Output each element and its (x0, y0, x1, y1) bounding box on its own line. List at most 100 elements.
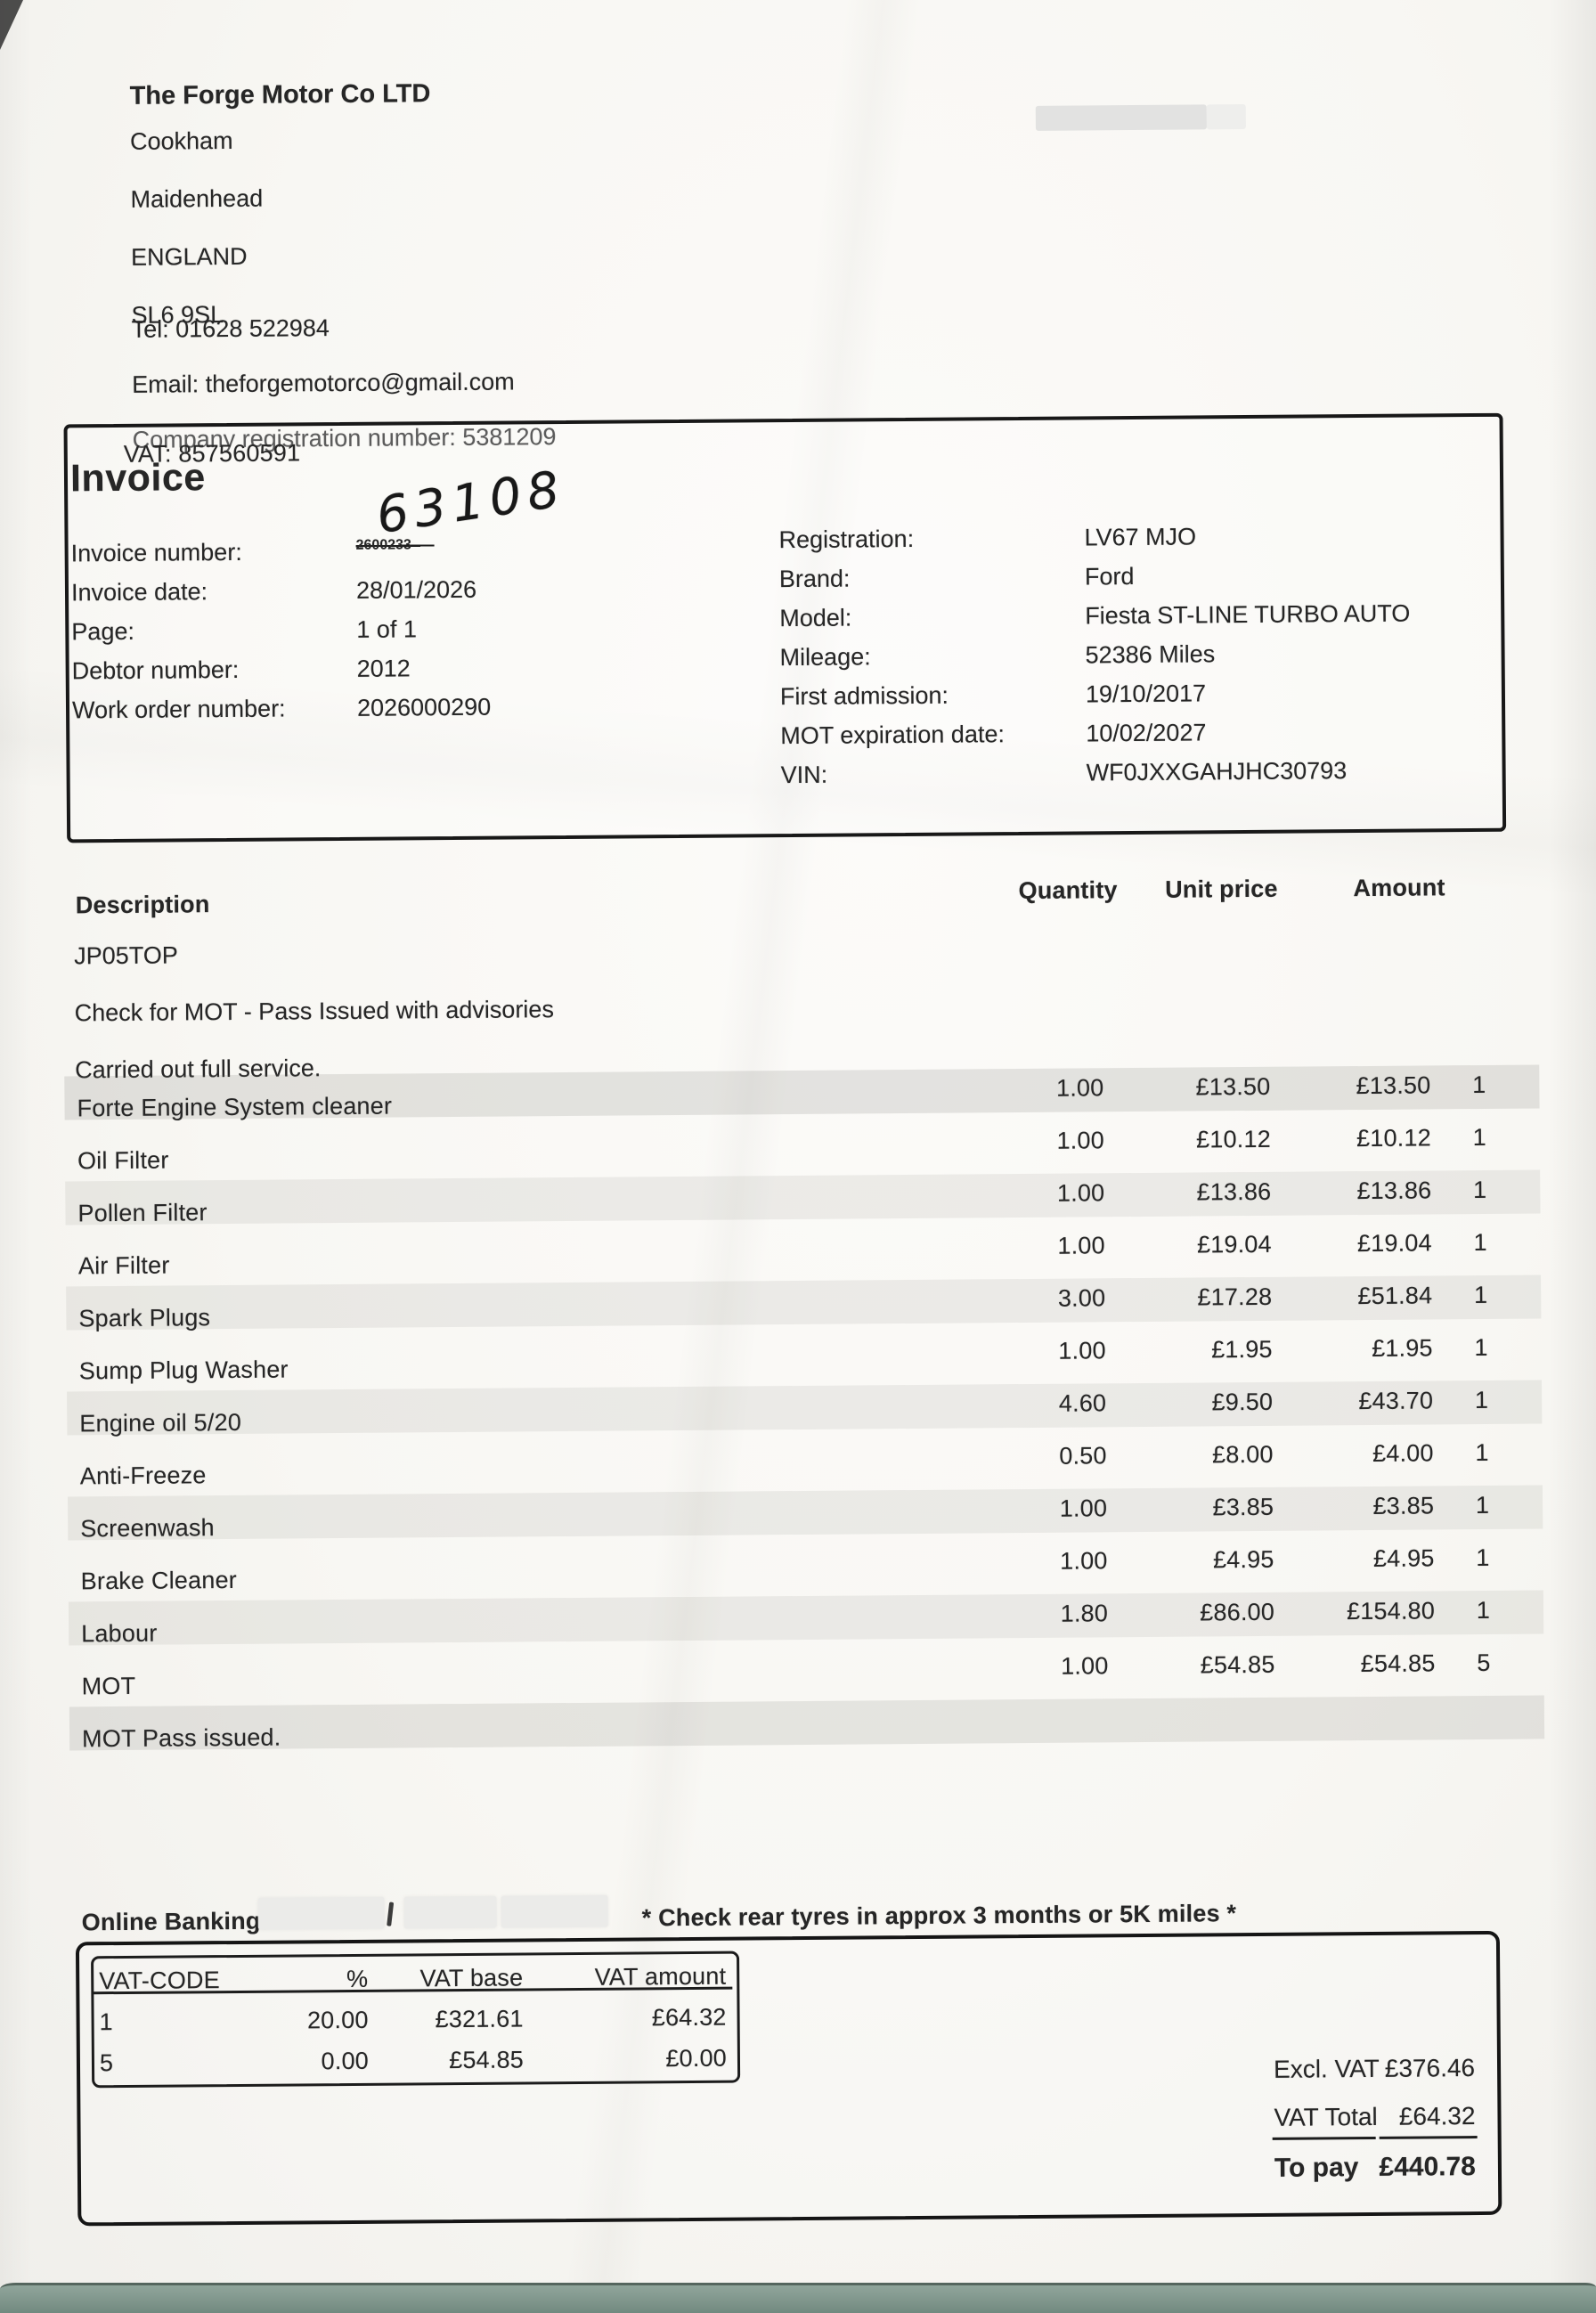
item-unit-price: £4.95 (1212, 1545, 1274, 1574)
invoice-number-label: Invoice number: (70, 538, 242, 567)
item-vat-code: 1 (1472, 1123, 1486, 1152)
scan-ink-artifact (387, 1902, 395, 1926)
vat-code-value: 5 (99, 2049, 114, 2077)
item-description: Oil Filter (77, 1146, 169, 1175)
vehicle-field-row: Brand: Ford (779, 560, 1474, 605)
company-name: The Forge Motor Co LTD (129, 79, 431, 110)
vat-percent-value: 0.00 (321, 2047, 370, 2075)
column-header-amount: Amount (1353, 874, 1445, 902)
vehicle-field-value: Fiesta ST-LINE TURBO AUTO (1085, 599, 1411, 630)
excl-vat-value: £376.46 (1384, 2054, 1476, 2082)
column-header-unit-price: Unit price (1165, 875, 1278, 903)
item-amount: £154.80 (1346, 1597, 1436, 1625)
item-vat-code: 5 (1477, 1649, 1491, 1677)
invoice-field-label: Debtor number: (71, 656, 240, 685)
redacted-account-details (403, 1895, 497, 1929)
online-banking-label: Online Banking: (81, 1907, 269, 1936)
item-amount: £13.86 (1356, 1177, 1432, 1205)
item-amount: £4.00 (1372, 1439, 1434, 1467)
item-vat-code: 1 (1476, 1543, 1490, 1572)
item-unit-price: £10.12 (1195, 1125, 1271, 1153)
item-description: Labour (81, 1619, 158, 1648)
desk-edge (0, 2283, 1596, 2313)
item-unit-price (1111, 1703, 1275, 1704)
item-vat-code: 1 (1475, 1491, 1490, 1519)
vehicle-field-label: Registration: (778, 525, 915, 554)
item-description: Engine oil 5/20 (79, 1408, 242, 1437)
invoice-field-row: Page: 1 of 1 (71, 614, 641, 657)
invoice-number-row: Invoice number: 2600233 (71, 536, 623, 580)
item-quantity: 1.00 (1059, 1494, 1108, 1522)
item-amount: £51.84 (1357, 1282, 1433, 1310)
vat-table-rows: 1 20.00 £321.61 £64.32 5 0.00 £54.85 £0.… (91, 1999, 735, 2087)
vehicle-field-value: 52386 Miles (1085, 640, 1216, 669)
item-vat-code: 1 (1474, 1333, 1488, 1362)
items-table: Forte Engine System cleaner 1.00 £13.50 … (66, 1069, 1532, 1763)
item-unit-price: £1.95 (1211, 1335, 1273, 1364)
item-description: MOT Pass issued. (81, 1723, 281, 1753)
item-amount (1275, 1701, 1436, 1702)
item-unit-price: £3.85 (1212, 1493, 1274, 1521)
vat-total-value: £64.32 (1398, 2102, 1476, 2130)
item-quantity: 1.00 (1058, 1337, 1106, 1364)
work-note-line: JP05TOP (74, 941, 178, 970)
company-address-line: Maidenhead (130, 184, 264, 213)
page-title: Invoice (69, 456, 206, 501)
item-quantity: 1.00 (1056, 1179, 1105, 1207)
invoice-fields: Invoice date: 28/01/2026 Page: 1 of 1 De… (71, 574, 642, 736)
vehicle-field-label: First admission: (779, 681, 949, 711)
item-quantity: 1.00 (1061, 1652, 1109, 1680)
vat-table-row: 5 0.00 £54.85 £0.00 (92, 2040, 735, 2087)
vehicle-fields: Registration: LV67 MJO Brand: Ford Model… (778, 521, 1475, 801)
vehicle-field-label: Brand: (778, 565, 851, 593)
item-description: Forte Engine System cleaner (77, 1092, 393, 1122)
item-unit-price: £9.50 (1211, 1388, 1274, 1416)
item-vat-code: 1 (1472, 1176, 1487, 1204)
company-address-line: Cookham (129, 126, 233, 155)
vehicle-field-value: 19/10/2017 (1085, 680, 1207, 708)
column-header-quantity: Quantity (1018, 876, 1118, 905)
item-description: Anti-Freeze (79, 1462, 207, 1490)
vat-table-row: 1 20.00 £321.61 £64.32 (91, 1999, 734, 2046)
item-quantity: 3.00 (1057, 1284, 1106, 1312)
invoice-field-value: 2012 (356, 655, 411, 682)
vehicle-field-label: MOT expiration date: (780, 721, 1006, 750)
item-amount: £54.85 (1360, 1649, 1436, 1678)
invoice-field-row: Invoice date: 28/01/2026 (71, 574, 641, 618)
vehicle-field-row: First admission: 19/10/2017 (780, 678, 1475, 722)
redacted-bar (1206, 104, 1246, 130)
item-description: Spark Plugs (78, 1304, 211, 1332)
item-quantity: 1.80 (1060, 1600, 1109, 1627)
invoice-field-label: Invoice date: (70, 578, 208, 607)
item-quantity: 1.00 (1057, 1232, 1105, 1259)
vat-percent-value: 20.00 (306, 2006, 369, 2034)
vat-base-value: £321.61 (435, 2005, 524, 2033)
item-amount: £1.95 (1372, 1334, 1433, 1362)
item-unit-price: £8.00 (1211, 1440, 1274, 1469)
item-unit-price: £19.04 (1196, 1230, 1272, 1258)
redacted-account-details (257, 1896, 385, 1930)
vat-code-value: 1 (99, 2008, 113, 2036)
item-quantity: 1.00 (1055, 1074, 1104, 1102)
vat-base-value: £54.85 (449, 2046, 525, 2074)
vat-amount-value: £64.32 (651, 2003, 727, 2032)
redacted-account-details (501, 1894, 608, 1928)
vehicle-field-value: Ford (1084, 563, 1135, 590)
item-unit-price: £17.28 (1197, 1283, 1273, 1311)
item-amount: £43.70 (1358, 1387, 1434, 1415)
item-quantity (949, 1704, 1109, 1705)
vehicle-field-label: Model: (779, 604, 852, 632)
invoice-field-row: Debtor number: 2012 (72, 653, 642, 696)
column-header-description: Description (75, 891, 210, 919)
item-vat-code: 1 (1475, 1438, 1489, 1467)
item-amount: £3.85 (1372, 1492, 1435, 1519)
vehicle-field-row: Registration: LV67 MJO (778, 521, 1473, 566)
invoice-field-value: 28/01/2026 (355, 575, 477, 604)
item-unit-price: £13.86 (1196, 1177, 1272, 1206)
redacted-bar (1035, 104, 1207, 131)
vehicle-field-row: MOT expiration date: 10/02/2027 (780, 717, 1475, 761)
table-row: MOT Pass issued. (71, 1699, 1532, 1763)
vehicle-field-row: Model: Fiesta ST-LINE TURBO AUTO (779, 599, 1474, 644)
item-description: MOT (81, 1672, 136, 1700)
